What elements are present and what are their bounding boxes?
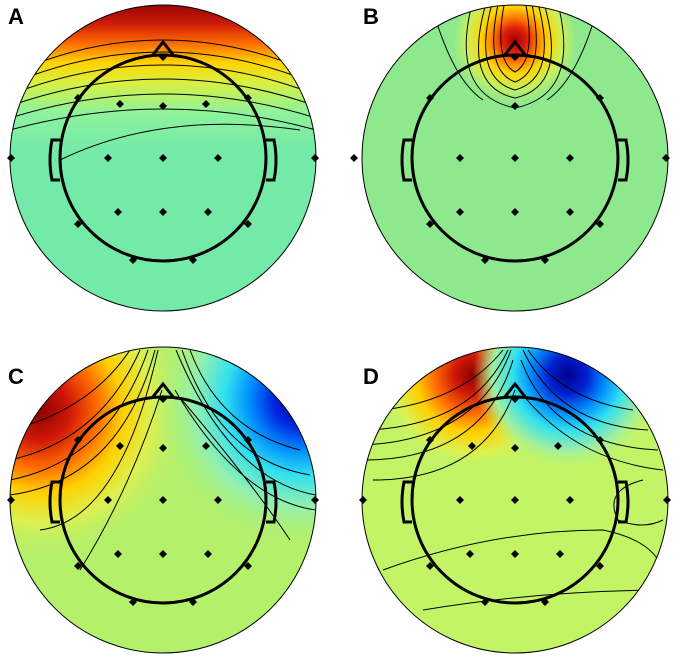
scalp-map-a (7, 4, 319, 312)
electrodes-c (7, 395, 319, 606)
panel-label: A (8, 4, 24, 29)
scalp-field-b (362, 5, 668, 311)
panel-label: D (363, 364, 379, 389)
scalp-map-d (359, 346, 671, 654)
scalp-field-d (362, 347, 668, 653)
scalp-map-b (350, 4, 670, 312)
scalp-map-c (7, 346, 319, 654)
panel-b: B (343, 0, 686, 330)
panel-label: C (8, 364, 24, 389)
panel-c: C (0, 330, 343, 660)
panel-d: D (343, 330, 686, 660)
electrodes-a (7, 53, 319, 264)
panel-label: B (363, 4, 379, 29)
electrodes-b (350, 53, 670, 264)
panel-a: A (0, 0, 343, 330)
electrodes-d (359, 395, 671, 606)
